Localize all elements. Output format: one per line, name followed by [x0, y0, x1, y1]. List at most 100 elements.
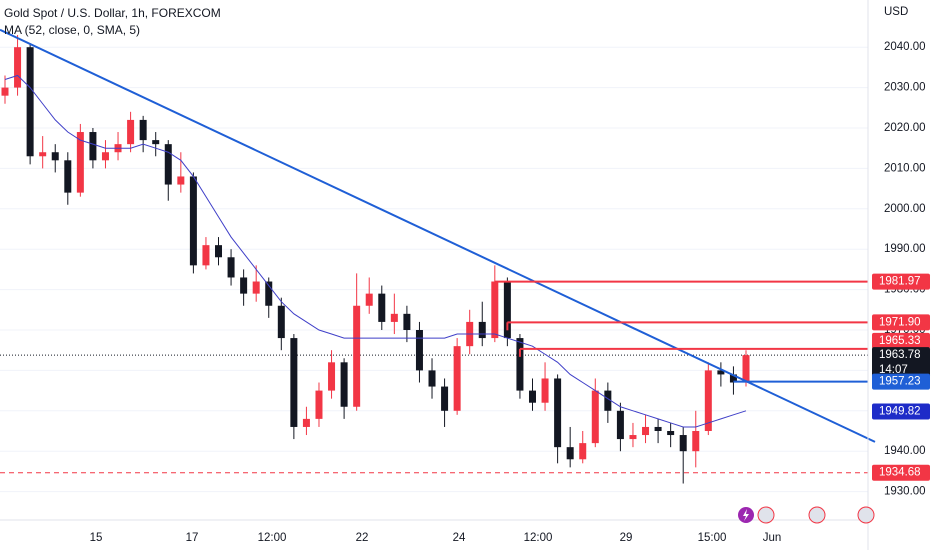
candle-body — [717, 370, 725, 375]
candle-body — [101, 152, 109, 161]
y-tick-label: 2000.00 — [884, 203, 926, 215]
x-tick-label: 22 — [356, 532, 369, 544]
price-tag — [872, 403, 930, 420]
candle-body — [729, 374, 737, 383]
price-tag — [872, 464, 930, 481]
candle-body — [704, 370, 712, 431]
price-tag — [872, 373, 930, 390]
price-tag-label: 1934.68 — [879, 467, 921, 479]
y-tick-label: 2030.00 — [884, 82, 926, 94]
chart-title: Gold Spot / U.S. Dollar, 1h, FOREXCOM — [4, 6, 221, 20]
candle-body — [528, 390, 536, 403]
x-tick-label: 15:00 — [698, 532, 727, 544]
candle-body — [1, 87, 9, 96]
candle-body — [415, 329, 423, 371]
candle-body — [202, 245, 210, 266]
y-tick-label: 2010.00 — [884, 162, 926, 174]
candle-body — [315, 390, 323, 419]
price-tag-label: 1971.90 — [879, 316, 921, 328]
candle-body — [64, 160, 72, 193]
candle-body — [491, 281, 499, 339]
candle-body — [679, 435, 687, 452]
candle-body — [516, 338, 524, 391]
x-tick-label: 24 — [453, 532, 466, 544]
x-tick-label: 15 — [90, 532, 103, 544]
y-tick-label: 1990.00 — [884, 243, 926, 255]
event-icons — [738, 506, 875, 524]
candle-body — [76, 132, 84, 193]
candle-body — [177, 176, 185, 185]
candle-body — [742, 355, 750, 383]
candle-body — [566, 447, 574, 460]
candle-body — [541, 378, 549, 403]
price-tag-label: 1957.23 — [879, 376, 921, 388]
currency-label: USD — [884, 6, 908, 18]
x-tick-label: 17 — [186, 532, 199, 544]
trendline — [0, 28, 876, 443]
candle-body — [26, 47, 34, 157]
price-tag-label: 1981.97 — [879, 276, 921, 288]
price-tag — [872, 332, 930, 349]
grid — [0, 46, 868, 493]
event-icon[interactable] — [757, 506, 775, 524]
candle-body — [654, 426, 662, 431]
countdown-label: 14:07 — [879, 364, 908, 376]
candle-body — [290, 338, 298, 427]
x-tick-label: 29 — [620, 532, 633, 544]
candle-body — [302, 418, 310, 427]
candle-body — [554, 378, 562, 448]
candle-body — [478, 321, 486, 339]
candle-body — [579, 443, 587, 460]
candle-body — [39, 152, 47, 157]
candle-body — [252, 281, 260, 294]
candle-body — [189, 176, 197, 266]
candle-body — [503, 281, 511, 339]
candle-body — [353, 305, 361, 407]
candle-body — [265, 281, 273, 306]
price-tag-label: 1963.78 — [879, 349, 921, 361]
candle-body — [215, 245, 223, 258]
candle-body — [328, 362, 336, 391]
candle-body — [14, 47, 22, 88]
y-tick-label: 2040.00 — [884, 41, 926, 53]
event-icon-glyph — [743, 509, 749, 521]
candle-body — [642, 426, 650, 436]
price-tag — [872, 347, 930, 380]
candle-body — [667, 430, 675, 436]
price-tag-label: 1949.82 — [879, 406, 921, 418]
candle-body — [340, 362, 348, 407]
candle-body — [365, 293, 373, 306]
candle-body — [692, 430, 700, 452]
candle-body — [378, 293, 386, 322]
event-icon[interactable] — [808, 506, 826, 524]
candle-body — [277, 305, 285, 339]
candle-body — [164, 144, 172, 185]
candle-body — [390, 313, 398, 322]
price-tag — [872, 314, 930, 331]
candle-body — [403, 313, 411, 330]
candle-body — [604, 390, 612, 411]
y-tick-label: 1940.00 — [884, 445, 926, 457]
candle-body — [453, 346, 461, 411]
candle-body — [591, 390, 599, 444]
x-tick-label: 12:00 — [258, 532, 287, 544]
candle-body — [152, 140, 160, 145]
y-tick-label: 1930.00 — [884, 486, 926, 498]
indicator-label: MA (52, close, 0, SMA, 5) — [4, 23, 140, 37]
candle-body — [616, 410, 624, 440]
y-tick-label: 2020.00 — [884, 122, 926, 134]
candle-body — [428, 370, 436, 387]
candle-body — [227, 257, 235, 278]
price-tag — [872, 273, 930, 290]
candle-body — [89, 132, 97, 161]
candle-body — [441, 386, 449, 411]
price-axis: 1930.001940.001950.001960.001970.001980.… — [872, 41, 930, 498]
event-icon[interactable] — [857, 506, 875, 524]
candle-body — [139, 119, 147, 141]
moving-average — [4, 74, 747, 428]
candle-body — [127, 119, 135, 145]
price-tag-label: 1965.33 — [879, 335, 921, 347]
x-tick-label: 12:00 — [524, 532, 553, 544]
